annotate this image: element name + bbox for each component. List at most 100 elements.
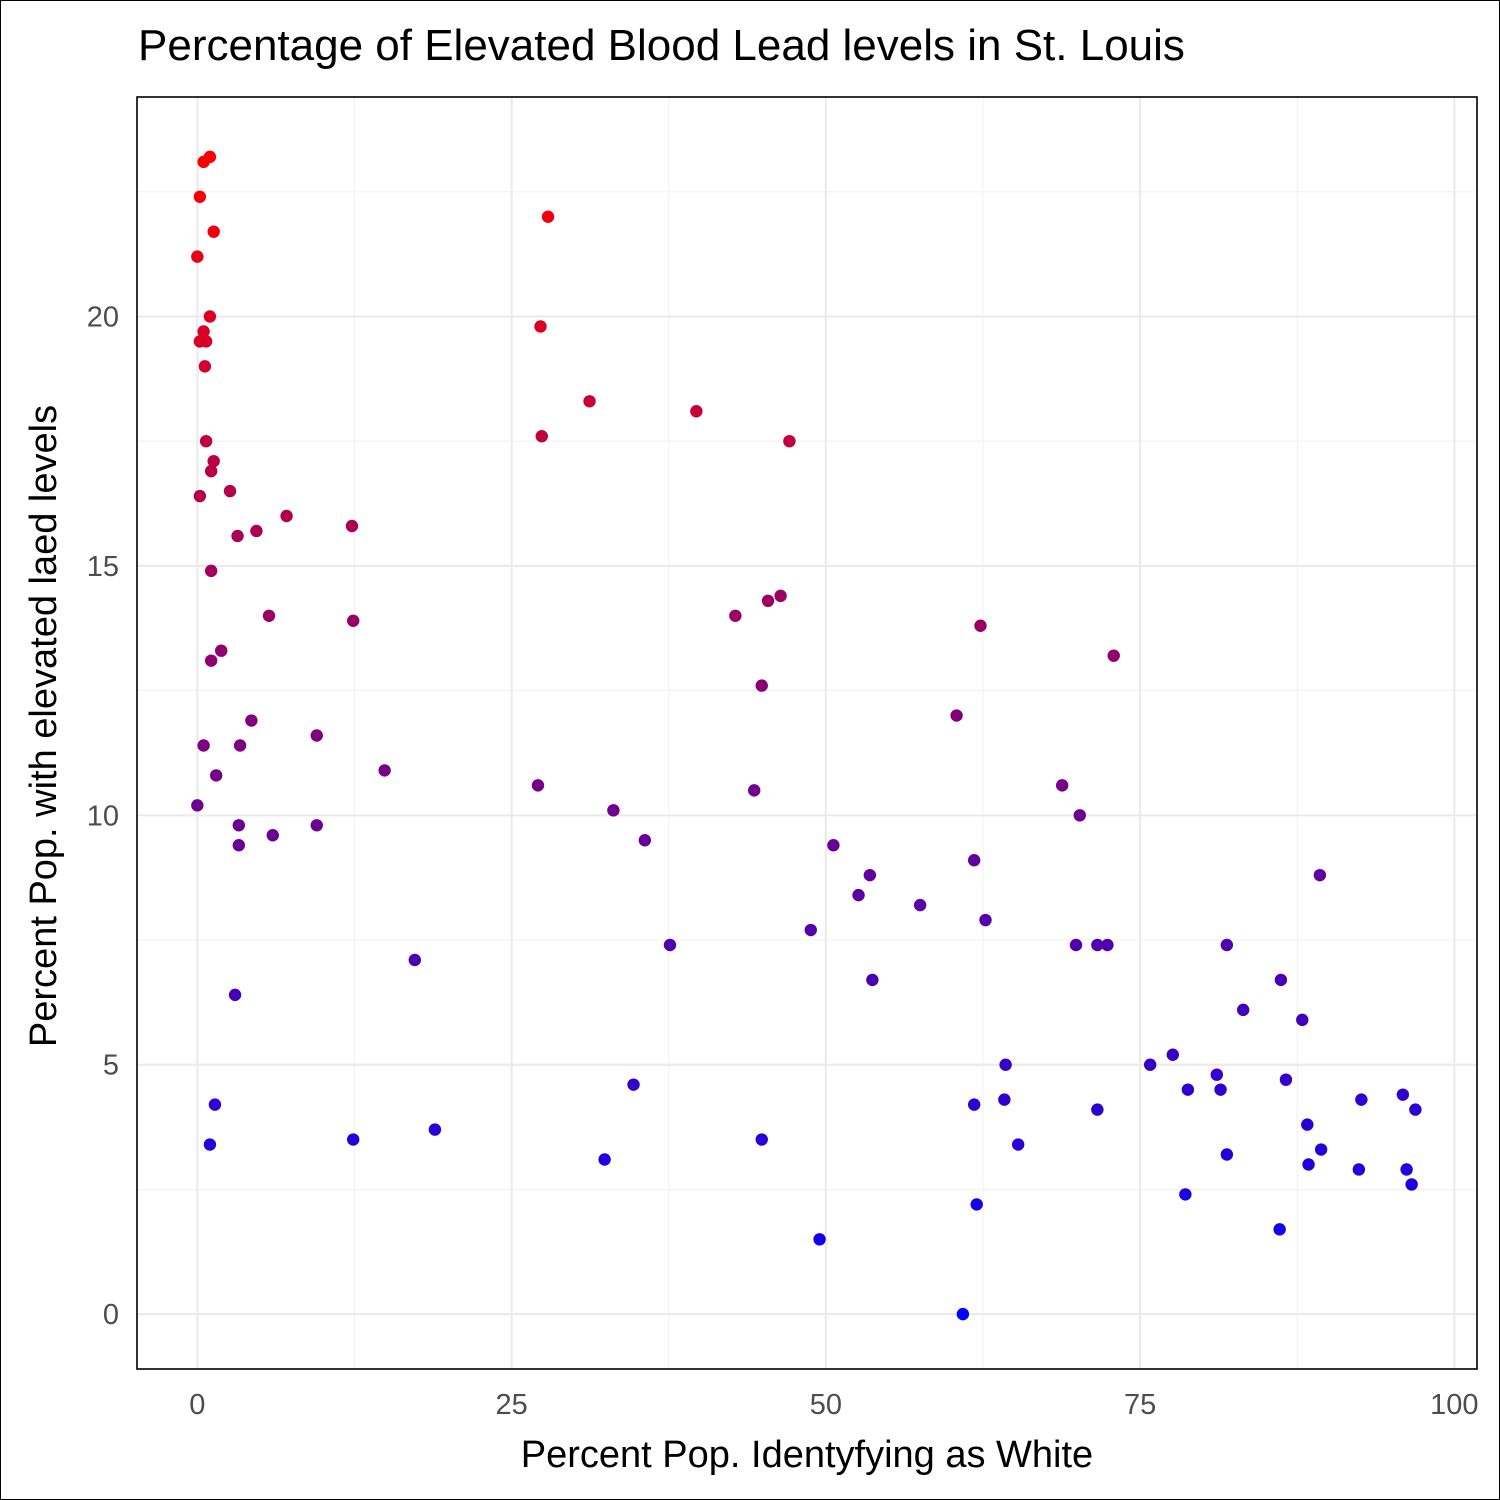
data-point [203, 310, 217, 323]
data-point [1302, 1158, 1315, 1171]
data-point [197, 155, 210, 169]
grid-minor [137, 97, 1477, 1369]
data-point [1055, 779, 1069, 792]
data-point [748, 784, 761, 797]
data-point [1101, 938, 1114, 952]
y-tick-label: 20 [87, 301, 119, 333]
data-point [262, 609, 276, 622]
data-point [813, 1233, 826, 1246]
data-point [950, 709, 963, 722]
data-point [209, 769, 223, 782]
data-point [215, 644, 228, 657]
data-point [863, 868, 877, 882]
data-point [197, 739, 210, 752]
x-tick-label: 75 [1124, 1389, 1156, 1421]
data-point [204, 464, 218, 478]
data-point [852, 888, 865, 902]
data-point [1181, 1083, 1195, 1096]
data-point [998, 1093, 1011, 1106]
data-point [1073, 809, 1086, 822]
data-point [755, 1133, 768, 1146]
x-tick-label: 50 [810, 1389, 842, 1421]
data-point [755, 679, 768, 692]
data-point [197, 325, 210, 338]
data-point [198, 360, 212, 373]
data-point [1011, 1138, 1025, 1151]
data-point [1409, 1103, 1422, 1116]
data-point [1405, 1178, 1418, 1191]
data-point [191, 799, 204, 812]
data-point [1301, 1118, 1314, 1131]
data-point [956, 1307, 970, 1321]
data-point [1236, 1003, 1250, 1017]
y-tick-label: 5 [103, 1050, 119, 1082]
chart-title: Percentage of Elevated Blood Lead levels… [138, 21, 1185, 70]
data-point [1314, 1143, 1328, 1156]
data-point [199, 434, 213, 448]
data-point [207, 454, 220, 468]
data-point [583, 395, 596, 408]
data-point [974, 619, 987, 632]
data-point [250, 524, 263, 538]
y-axis-label: Percent Pop. with elevated laed levels [23, 405, 65, 1047]
x-tick-label: 100 [1430, 1389, 1478, 1421]
data-point [1179, 1188, 1192, 1201]
grid-major [137, 97, 1477, 1369]
data-point [761, 594, 775, 608]
data-point [1210, 1068, 1223, 1081]
data-point [347, 614, 360, 627]
data-point [1279, 1073, 1293, 1086]
data-point [233, 739, 247, 752]
data-point [1220, 938, 1234, 952]
data-point [1352, 1163, 1366, 1176]
data-point [1355, 1093, 1368, 1106]
data-point [228, 988, 242, 1002]
data-point [345, 519, 359, 533]
data-point [1143, 1058, 1157, 1071]
data-point [535, 430, 548, 443]
data-point [598, 1153, 611, 1166]
data-point [204, 564, 218, 578]
data-point [783, 434, 796, 448]
data-point [266, 829, 279, 842]
data-point [1296, 1013, 1309, 1027]
data-point [541, 210, 555, 223]
data-point [627, 1078, 640, 1091]
data-point [531, 779, 545, 792]
data-point [223, 484, 237, 498]
data-point [1214, 1083, 1227, 1096]
data-point [1273, 1223, 1286, 1236]
y-axis-ticks: 0 5 10 15 20 [87, 301, 119, 1331]
data-point [208, 1098, 222, 1111]
data-point [408, 953, 422, 967]
data-point [310, 819, 323, 832]
data-point [1220, 1148, 1234, 1161]
data-points [191, 150, 1422, 1321]
data-point [999, 1058, 1012, 1071]
data-point [1274, 973, 1288, 987]
y-tick-label: 10 [87, 800, 119, 832]
data-point [245, 714, 258, 727]
y-tick-label: 15 [87, 551, 119, 583]
data-point [378, 764, 391, 777]
data-point [280, 509, 293, 523]
data-point [199, 335, 213, 348]
data-point [607, 804, 620, 817]
x-tick-label: 25 [495, 1389, 527, 1421]
data-point [231, 529, 244, 543]
x-axis-ticks: 0 25 50 75 100 [189, 1389, 1478, 1421]
data-point [967, 1098, 981, 1111]
data-point [866, 973, 879, 987]
data-point [774, 589, 787, 603]
x-tick-label: 0 [189, 1389, 205, 1421]
data-point [191, 250, 204, 263]
data-point [1107, 649, 1120, 662]
data-point [970, 1198, 983, 1211]
data-point [1069, 938, 1083, 952]
data-point [690, 405, 703, 418]
data-point [193, 489, 207, 503]
data-point [310, 729, 323, 742]
data-point [1091, 1103, 1104, 1116]
data-point [1313, 868, 1327, 882]
